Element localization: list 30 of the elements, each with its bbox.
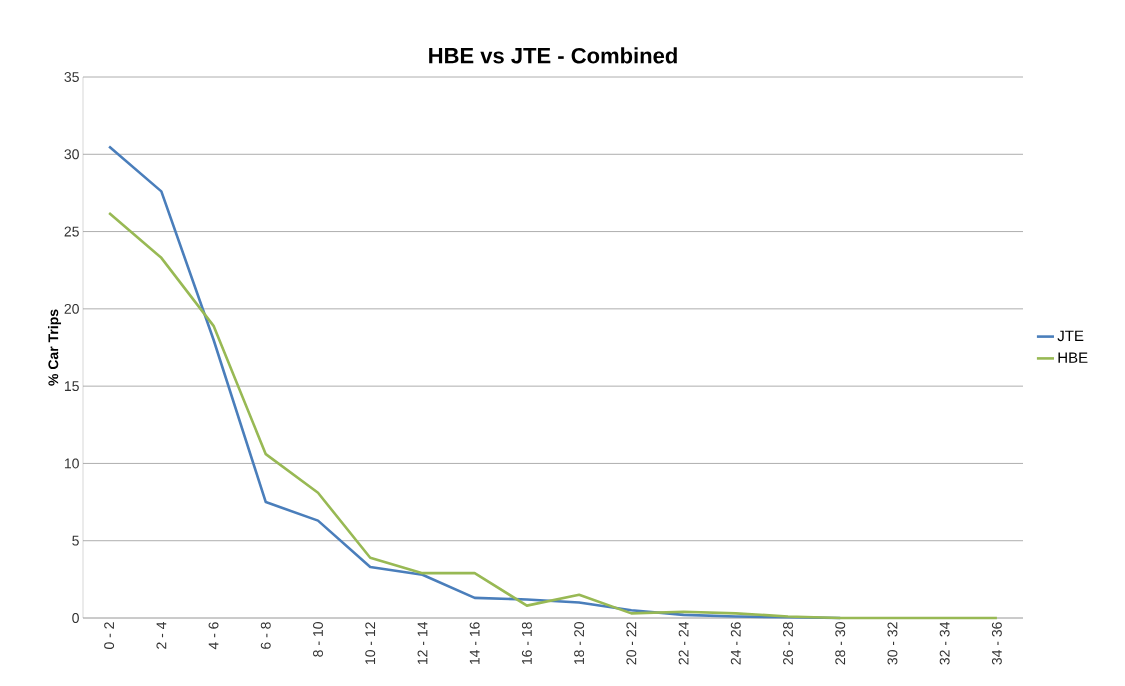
x-tick-label: 10 - 12 <box>365 622 376 665</box>
x-tick-label: 26 - 28 <box>783 622 793 665</box>
x-tick-label: 8 - 10 <box>313 622 323 657</box>
chart-title: HBE vs JTE - Combined <box>429 47 677 64</box>
y-tick-label: 20 <box>64 303 79 314</box>
legend-label: HBE <box>1058 352 1088 363</box>
x-tick-label: 20 - 22 <box>626 622 637 665</box>
x-tick-label: 34 - 36 <box>991 622 1002 665</box>
x-tick-label: 16 - 18 <box>521 622 532 665</box>
y-tick-label: 15 <box>64 381 79 392</box>
x-tick-label: 0 - 2 <box>104 622 115 649</box>
x-tick-label: 4 - 6 <box>208 622 219 650</box>
x-tick-label: 30 - 32 <box>887 622 898 665</box>
x-tick-label: 24 - 26 <box>730 622 741 665</box>
legend-label: JTE <box>1057 330 1084 342</box>
y-tick-label: 25 <box>64 226 79 237</box>
x-tick-label: 22 - 24 <box>678 621 689 665</box>
y-axis-title: % Car Trips <box>47 309 62 386</box>
y-tick-label: 5 <box>72 535 79 546</box>
x-tick-label: 2 - 4 <box>156 621 167 649</box>
x-tick-label: 14 - 16 <box>469 622 480 665</box>
x-tick-label: 12 - 14 <box>417 621 428 665</box>
x-tick-label: 18 - 20 <box>574 622 585 665</box>
x-tick-label: 6 - 8 <box>260 622 271 649</box>
x-tick-label: 28 - 30 <box>835 622 846 665</box>
x-tick-label: 32 - 34 <box>939 621 950 665</box>
y-tick-label: 35 <box>64 72 79 82</box>
y-tick-label: 0 <box>72 613 79 623</box>
y-tick-label: 30 <box>64 149 79 160</box>
y-tick-label: 10 <box>64 458 79 469</box>
